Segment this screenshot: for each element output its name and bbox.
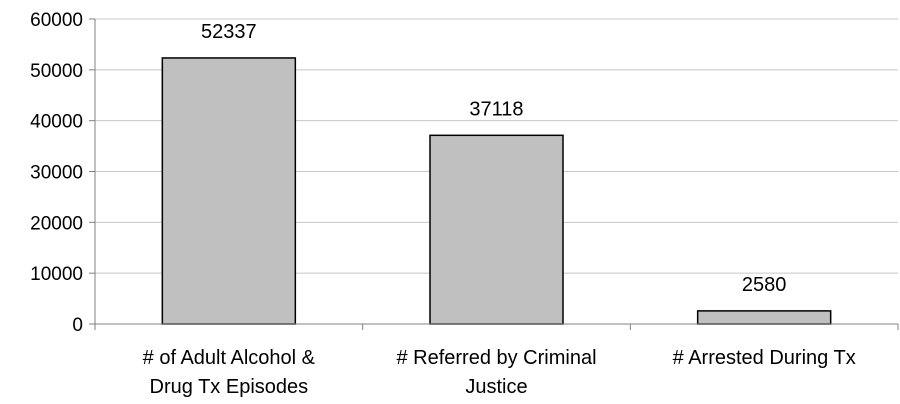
bars [161, 57, 832, 325]
y-tick-label: 60000 [30, 10, 83, 31]
x-category-label: # Referred by Criminal Justice [396, 347, 596, 398]
y-tick-label: 20000 [30, 213, 83, 234]
y-tick-label: 10000 [30, 264, 83, 285]
y-tick-label: 0 [72, 315, 83, 336]
data-label: 52337 [201, 21, 257, 43]
x-category-label-line: # Referred by Criminal [396, 347, 596, 369]
bar [429, 134, 564, 325]
x-category-label: # of Adult Alcohol & Drug Tx Episodes [143, 347, 316, 398]
y-tick-label: 50000 [30, 61, 83, 82]
y-tick-label: 40000 [30, 112, 83, 133]
bar [696, 310, 832, 325]
data-label: 2580 [742, 274, 787, 296]
x-category-label-line: # Arrested During Tx [673, 347, 856, 369]
data-label: 37118 [469, 98, 523, 120]
x-category-label-line: Justice [465, 376, 527, 398]
x-category-label-line: Drug Tx Episodes [150, 376, 309, 398]
labels: 0 10000 20000 30000 40000 50000 60000 52337 3711… [30, 10, 856, 398]
x-category-label: # Arrested During Tx [673, 347, 856, 369]
x-category-label-line: # of Adult Alcohol & [143, 347, 316, 369]
bar [161, 57, 297, 325]
y-tick-label: 30000 [30, 163, 83, 184]
axes [89, 18, 899, 330]
